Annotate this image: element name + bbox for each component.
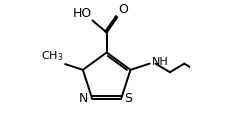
Text: HO: HO <box>72 7 92 20</box>
Text: NH: NH <box>152 57 168 67</box>
Text: O: O <box>118 3 128 16</box>
Text: CH$_3$: CH$_3$ <box>41 50 64 63</box>
Text: N: N <box>79 92 88 105</box>
Text: S: S <box>124 92 132 105</box>
